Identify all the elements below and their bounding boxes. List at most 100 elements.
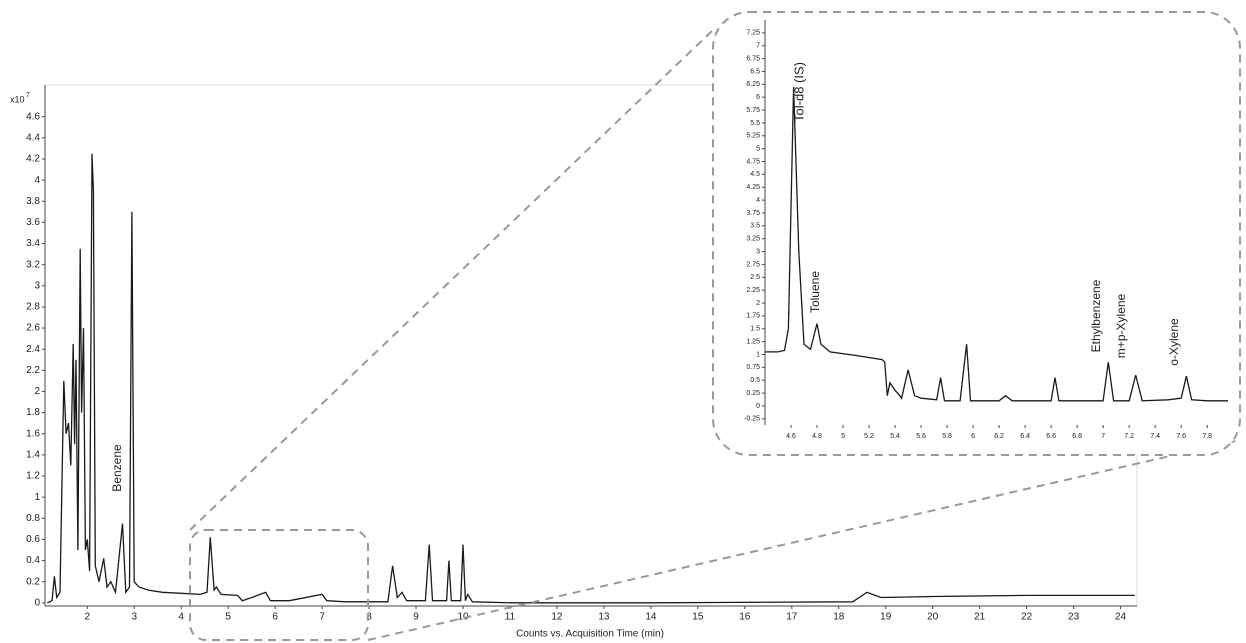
y-tick-label: 6.75: [746, 55, 760, 62]
x-tick-label: 12: [551, 612, 563, 623]
y-tick-label: 4.75: [746, 158, 760, 165]
y-tick-label: 2.25: [746, 287, 760, 294]
x-tick-label: 5: [225, 612, 231, 623]
y-tick-label: 4.4: [26, 132, 40, 143]
y-tick-label: 1.8: [26, 407, 40, 418]
y-tick-label: 5: [756, 145, 760, 152]
y-tick-label: 5.25: [746, 133, 760, 140]
y-tick-label: 3.25: [746, 236, 760, 243]
y-tick-label: 2.4: [26, 344, 40, 355]
inset-frame: [712, 11, 1241, 456]
x-tick-label: 5.4: [890, 433, 900, 440]
y-tick-label: 4: [34, 175, 40, 186]
x-tick-label: 6.4: [1020, 433, 1030, 440]
y-tick-label: -0.25: [744, 416, 760, 423]
x-tick-label: 7.8: [1202, 433, 1212, 440]
x-tick-label: 7.4: [1150, 433, 1160, 440]
x-tick-label: 6.2: [994, 433, 1004, 440]
y-tick-label: 3: [34, 280, 40, 291]
x-tick-label: 10: [457, 612, 469, 623]
y-tick-label: 3.5: [750, 223, 760, 230]
x-tick-label: 6.8: [1072, 433, 1082, 440]
y-tick-label: 2.2: [26, 365, 40, 376]
y-tick-label: 3.8: [26, 196, 40, 207]
x-tick-label: 19: [880, 612, 892, 623]
x-tick-label: 7: [1101, 433, 1105, 440]
y-tick-label: 1: [756, 351, 760, 358]
peak-label: Ethylbenzene: [1089, 279, 1103, 352]
x-tick-label: 17: [786, 612, 798, 623]
y-tick-label: 1: [34, 492, 40, 503]
y-tick-label: 1.4: [26, 450, 40, 461]
y-tick-label: 2.8: [26, 302, 40, 313]
zoom-connector: [367, 439, 1241, 641]
x-tick-label: 7.6: [1176, 433, 1186, 440]
x-tick-label: 22: [1021, 612, 1033, 623]
x-tick-label: 5.2: [864, 433, 874, 440]
x-tick-label: 24: [1115, 612, 1127, 623]
y-tick-label: 2.75: [746, 261, 760, 268]
y-tick-label: 2: [34, 386, 40, 397]
y-tick-label: 6.5: [750, 68, 760, 75]
y-tick-label: 5.75: [746, 107, 760, 114]
y-tick-label: 2: [756, 300, 760, 307]
x-tick-label: 8: [366, 612, 372, 623]
y-tick-label: 0: [756, 403, 760, 410]
x-tick-label: 7.2: [1124, 433, 1134, 440]
x-tick-label: 4: [178, 612, 184, 623]
y-tick-label: 2.6: [26, 323, 40, 334]
x-tick-label: 6.6: [1046, 433, 1056, 440]
zoom-guides: [189, 29, 1241, 641]
y-tick-label: 3.2: [26, 259, 40, 270]
x-tick-label: 15: [692, 612, 704, 623]
y-tick-label: 6: [756, 94, 760, 101]
x-tick-label: 3: [131, 612, 137, 623]
y-multiplier: x10: [10, 94, 25, 104]
y-tick-label: 4.5: [750, 171, 760, 178]
x-tick-label: 23: [1068, 612, 1080, 623]
y-tick-label: 3.75: [746, 210, 760, 217]
x-tick-label: 5.6: [916, 433, 926, 440]
y-tick-label: 3: [756, 248, 760, 255]
x-tick-label: 5.8: [942, 433, 952, 440]
y-tick-label: 0.4: [26, 555, 40, 566]
x-tick-label: 18: [833, 612, 845, 623]
y-tick-label: 1.75: [746, 313, 760, 320]
peak-label: o-Xylene: [1167, 318, 1181, 366]
y-tick-label: 4.2: [26, 154, 40, 165]
y-tick-label: 4.6: [26, 111, 40, 122]
x-tick-label: 16: [739, 612, 751, 623]
chromatogram-line: [47, 153, 1135, 604]
y-multiplier-exponent: 7: [26, 92, 30, 99]
y-tick-label: 5.5: [750, 120, 760, 127]
y-tick-label: 1.2: [26, 471, 40, 482]
y-tick-label: 2.5: [750, 274, 760, 281]
y-tick-label: 1.5: [750, 326, 760, 333]
y-tick-label: 3.4: [26, 238, 40, 249]
x-axis-label: Counts vs. Acquisition Time (min): [516, 629, 664, 640]
y-tick-label: 0.25: [746, 390, 760, 397]
y-tick-label: 4: [756, 197, 760, 204]
y-tick-label: 7.25: [746, 30, 760, 37]
y-tick-label: 4.25: [746, 184, 760, 191]
x-tick-label: 2: [84, 612, 90, 623]
x-tick-label: 6: [971, 433, 975, 440]
peak-label: m+p-Xylene: [1114, 293, 1128, 358]
peak-label: Benzene: [110, 444, 124, 492]
y-tick-label: 0.75: [746, 364, 760, 371]
y-tick-label: 0.2: [26, 576, 40, 587]
peak-label: Toluene: [808, 271, 822, 313]
x-tick-label: 7: [319, 612, 325, 623]
y-tick-label: 1.25: [746, 338, 760, 345]
y-tick-label: 3.6: [26, 217, 40, 228]
x-tick-label: 6: [272, 612, 278, 623]
y-tick-label: 1.6: [26, 428, 40, 439]
x-tick-label: 5: [841, 433, 845, 440]
x-tick-label: 4.8: [812, 433, 822, 440]
y-tick-label: 0: [34, 597, 40, 608]
y-tick-label: 0.5: [750, 377, 760, 384]
x-tick-label: 20: [927, 612, 939, 623]
x-tick-label: 21: [974, 612, 986, 623]
